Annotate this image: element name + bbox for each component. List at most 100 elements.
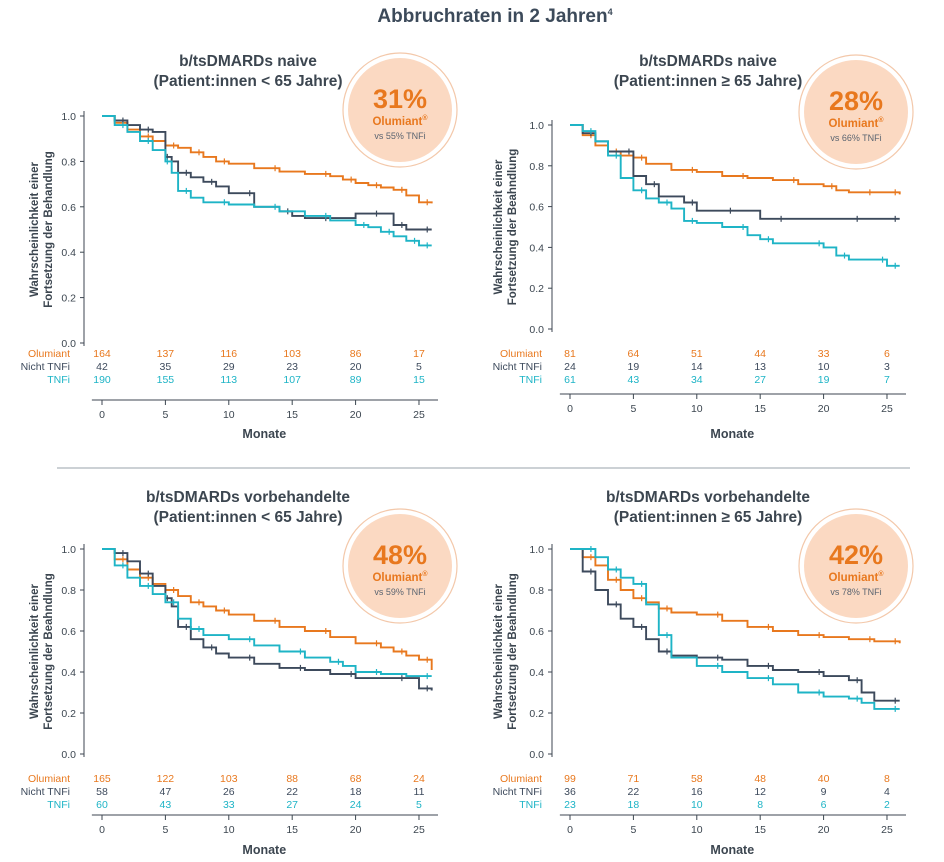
at-risk-value: 122 bbox=[157, 773, 175, 785]
y-axis-label: Wahrscheinlichkeit einer bbox=[29, 583, 41, 719]
at-risk-value: 23 bbox=[286, 361, 298, 373]
y-tick-label: 0.6 bbox=[529, 626, 544, 638]
badge-disc bbox=[804, 514, 908, 618]
x-tick-label: 15 bbox=[754, 403, 766, 415]
at-risk-value: 6 bbox=[821, 799, 827, 811]
y-tick-label: 0.0 bbox=[529, 749, 544, 761]
x-axis-label: Monate bbox=[242, 843, 286, 857]
badge-drug-name: Olumiant® bbox=[828, 570, 884, 584]
at-risk-value: 2 bbox=[884, 799, 890, 811]
at-risk-value: 107 bbox=[283, 374, 301, 386]
at-risk-value: 10 bbox=[818, 361, 830, 373]
badge-drug-name-text: Olumiant bbox=[372, 116, 422, 128]
at-risk-value: 5 bbox=[416, 799, 422, 811]
at-risk-value: 23 bbox=[564, 799, 576, 811]
at-risk-value: 6 bbox=[884, 348, 890, 360]
x-tick-label: 25 bbox=[881, 824, 893, 836]
at-risk-value: 33 bbox=[223, 799, 235, 811]
x-axis-label: Monate bbox=[710, 843, 754, 857]
badge-drug-name-sup: ® bbox=[422, 570, 428, 578]
survival-curve-tnfi bbox=[102, 548, 432, 678]
at-risk-value: 137 bbox=[157, 348, 175, 360]
at-risk-value: 103 bbox=[283, 348, 301, 360]
at-risk-value: 24 bbox=[413, 773, 425, 785]
x-tick-label: 5 bbox=[630, 403, 636, 415]
at-risk-value: 116 bbox=[220, 348, 237, 360]
x-tick-label: 10 bbox=[223, 824, 235, 836]
x-tick-label: 0 bbox=[567, 403, 573, 415]
at-risk-value: 10 bbox=[691, 799, 703, 811]
at-risk-value: 103 bbox=[220, 773, 238, 785]
at-risk-value: 64 bbox=[628, 348, 640, 360]
at-risk-value: 33 bbox=[818, 348, 830, 360]
y-axis-label: Wahrscheinlichkeit einer bbox=[29, 161, 41, 297]
at-risk-value: 13 bbox=[754, 361, 766, 373]
y-tick-label: 0.4 bbox=[61, 667, 76, 679]
at-risk-value: 14 bbox=[691, 361, 703, 373]
y-tick-label: 0.2 bbox=[529, 708, 544, 720]
badge-comparison: vs 66% TNFi bbox=[830, 133, 881, 143]
at-risk-row-label: TNFi bbox=[47, 374, 70, 386]
at-risk-value: 3 bbox=[884, 361, 890, 373]
x-tick-label: 20 bbox=[818, 403, 830, 415]
at-risk-value: 12 bbox=[754, 786, 766, 798]
badge-drug-name-sup: ® bbox=[422, 114, 428, 122]
y-tick-label: 0.8 bbox=[61, 585, 76, 597]
chart-panel: b/tsDMARDs vorbehandelte (Patient:innen <… bbox=[21, 489, 458, 857]
at-risk-value: 113 bbox=[220, 374, 237, 386]
at-risk-value: 48 bbox=[754, 773, 766, 785]
at-risk-value: 165 bbox=[93, 773, 111, 785]
at-risk-value: 81 bbox=[564, 348, 576, 360]
y-tick-label: 0.2 bbox=[529, 283, 544, 295]
y-tick-label: 0.8 bbox=[529, 585, 544, 597]
y-tick-label: 0.8 bbox=[61, 156, 76, 168]
chart-panel: b/tsDMARDs naive (Patient:innen ≥ 65 Jahr… bbox=[493, 53, 914, 441]
at-risk-value: 9 bbox=[821, 786, 827, 798]
at-risk-row-label: TNFi bbox=[519, 374, 542, 386]
badge-disc bbox=[348, 514, 452, 618]
panel-title: b/tsDMARDs naive bbox=[639, 53, 777, 70]
x-tick-label: 5 bbox=[162, 824, 168, 836]
at-risk-value: 17 bbox=[413, 348, 425, 360]
at-risk-value: 19 bbox=[818, 374, 830, 386]
badge-comparison: vs 55% TNFi bbox=[374, 131, 425, 141]
at-risk-value: 155 bbox=[157, 374, 175, 386]
at-risk-value: 7 bbox=[884, 374, 890, 386]
at-risk-value: 51 bbox=[691, 348, 703, 360]
y-tick-label: 1.0 bbox=[529, 544, 544, 556]
chart-panel: b/tsDMARDs naive (Patient:innen < 65 Jahr… bbox=[21, 52, 458, 441]
y-tick-label: 0.4 bbox=[529, 242, 544, 254]
at-risk-value: 68 bbox=[350, 773, 362, 785]
at-risk-row-label: Nicht TNFi bbox=[21, 361, 70, 373]
x-tick-label: 10 bbox=[223, 409, 235, 421]
at-risk-row-label: Olumiant bbox=[500, 348, 542, 360]
survival-curve-nicht-tnfi bbox=[102, 548, 433, 691]
y-axis-label: Fortsetzung der Beahndlung bbox=[507, 149, 519, 306]
x-tick-label: 5 bbox=[630, 824, 636, 836]
at-risk-value: 86 bbox=[350, 348, 362, 360]
y-tick-label: 0.2 bbox=[61, 708, 76, 720]
at-risk-value: 18 bbox=[628, 799, 640, 811]
y-axis-label: Fortsetzung der Behandlung bbox=[43, 151, 55, 308]
at-risk-value: 5 bbox=[416, 361, 422, 373]
at-risk-value: 20 bbox=[350, 361, 362, 373]
panel-title: b/tsDMARDs vorbehandelte bbox=[606, 489, 810, 506]
at-risk-value: 8 bbox=[884, 773, 890, 785]
y-tick-label: 1.0 bbox=[529, 120, 544, 132]
at-risk-value: 99 bbox=[564, 773, 576, 785]
badge-disc bbox=[348, 58, 452, 162]
at-risk-value: 47 bbox=[160, 786, 172, 798]
y-tick-label: 0.2 bbox=[61, 293, 76, 305]
y-axis-label: Fortsetzung der Beahndlung bbox=[507, 573, 519, 730]
at-risk-row-label: Olumiant bbox=[28, 773, 70, 785]
at-risk-value: 16 bbox=[691, 786, 703, 798]
y-tick-label: 0.0 bbox=[61, 749, 76, 761]
panel-subtitle: (Patient:innen < 65 Jahre) bbox=[153, 73, 342, 90]
x-tick-label: 25 bbox=[413, 824, 425, 836]
at-risk-row-label: TNFi bbox=[47, 799, 70, 811]
at-risk-row-label: Olumiant bbox=[500, 773, 542, 785]
panel-title: b/tsDMARDs vorbehandelte bbox=[146, 489, 350, 506]
at-risk-row-label: Nicht TNFi bbox=[493, 361, 542, 373]
x-tick-label: 5 bbox=[162, 409, 168, 421]
